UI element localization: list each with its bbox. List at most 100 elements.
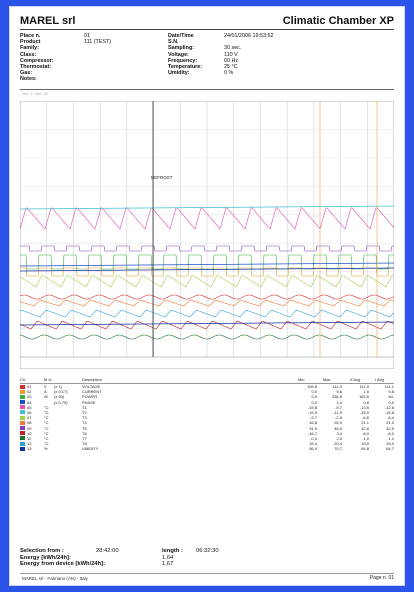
channel-iavg: -15,8 (384, 409, 394, 415)
channel-description: VOLTAGE (82, 384, 101, 389)
meta-label: Umidity: (168, 70, 190, 77)
channel-unit: °C (44, 420, 49, 426)
channel-iavg: 111,1 (384, 384, 394, 389)
channel-unit: V (44, 384, 47, 389)
channel-description: T1 (82, 404, 87, 410)
trend-trace (20, 267, 394, 277)
channel-iavg: 5,8 (388, 389, 394, 395)
meta-row: Compressor: (20, 58, 111, 64)
app-title: Climatic Chamber XP (282, 15, 394, 27)
selection-from-label: Selection from : (20, 548, 64, 554)
channel-min: 0,0 (311, 394, 317, 400)
channel-swatch (20, 389, 25, 394)
selection-length-value: 06:32:30 (196, 548, 219, 554)
channel-swatch (20, 436, 25, 441)
channel-number: 03 (27, 394, 32, 400)
meta-divider (20, 89, 394, 90)
channel-number: 11 (27, 435, 32, 441)
col-min: Min (298, 377, 305, 382)
meta-row: S.N. (168, 39, 273, 45)
meta-label: Product (20, 39, 41, 46)
legend-row: 04 (x 0,75) PHASE 0,0 1,0 0,6 0,0 (20, 400, 394, 405)
channel-swatch (20, 446, 25, 451)
col-iavg: I Avg (375, 377, 384, 382)
meta-label: Compressor: (20, 57, 54, 64)
legend-row: 01 V (x 1) VOLTAGE 109,8 112,3 111,0 111,1 (20, 384, 394, 389)
channel-max: 2,0 (336, 435, 342, 441)
channel-unit: W (44, 394, 48, 400)
meta-label: Date/Time (168, 33, 194, 39)
channel-max: -11,9 (333, 409, 342, 415)
footer-divider (20, 573, 394, 574)
channel-iavg: 0,0 (388, 399, 394, 405)
channel-max: 70,7 (334, 446, 342, 452)
channel-iavg: 1,1 (388, 435, 394, 441)
channel-number: 13 (27, 446, 32, 452)
channel-xavg: 1,0 (363, 435, 369, 441)
meta-left: Place n. 01 Product 111 (TEST) Family: Cla… (20, 33, 111, 83)
channel-xavg: 1,5 (363, 389, 369, 395)
channel-description: CURRENT (82, 389, 102, 395)
channel-unit: % (44, 446, 48, 452)
meta-value: 110 V (224, 51, 238, 58)
channel-unit: °C (44, 430, 49, 436)
meta-row: Family: (20, 45, 111, 51)
channel-xavg: -13,5 (359, 404, 369, 410)
channel-iavg: 21,0 (386, 420, 394, 426)
channel-description: POWER (82, 394, 98, 400)
channel-description: T4 (82, 420, 87, 426)
footer-company: MAREL srl - Fabriano (AN) - Italy (22, 576, 88, 581)
meta-label: Voltage: (168, 51, 189, 58)
legend-row: 12 °C T8 15,4 20,4 19,0 19,0 (20, 441, 394, 446)
trend-trace (20, 275, 394, 288)
channel-description: PHASE (82, 399, 96, 405)
meta-row: Date/Time 24/01/2006 19:53:52 (168, 33, 273, 39)
channel-number: 01 (27, 384, 32, 389)
legend-row: 10 °C T6 -16,7 3,4 -8,0 -8,0 (20, 431, 394, 436)
meta-row: Place n. 01 (20, 33, 111, 39)
channel-iavg: 64,7 (386, 446, 394, 452)
meta-value: 30 sec. (224, 45, 242, 52)
channel-min: -9,7 (310, 415, 317, 421)
channel-min: 56,4 (309, 446, 317, 452)
channel-number: 08 (27, 420, 32, 426)
meta-value: 111 (TEST) (84, 39, 112, 46)
header-divider (20, 29, 394, 30)
trend-trace (20, 334, 394, 340)
channel-iavg: 19,0 (386, 441, 394, 447)
channel-swatch (20, 410, 25, 415)
meta-row: Voltage: 110 V (168, 52, 273, 58)
trend-trace (20, 321, 394, 326)
col-ch: Ch. (20, 377, 27, 382)
channel-max: 336,8 (331, 394, 342, 400)
channel-multiplier: (x 0,17) (54, 389, 68, 395)
selection-row: Selection from : 28:42:00 length : 06:32:30 (20, 548, 219, 555)
channel-unit: °C (44, 409, 49, 415)
channel-max: 20,4 (334, 441, 342, 447)
channel-number: 12 (27, 441, 32, 447)
channel-swatch (20, 384, 25, 389)
trend-trace (20, 310, 394, 318)
meta-label: Sampling: (168, 45, 195, 52)
defrost-annotation: DEFROST (151, 175, 173, 180)
trend-trace (20, 262, 394, 267)
channel-max: -2,9 (335, 415, 342, 421)
legend-row: 02 A (x 0,17) CURRENT 0,0 5,6 1,5 5,8 (20, 389, 394, 394)
channel-number: 06 (27, 409, 32, 415)
meta-label: Gas: (20, 70, 32, 77)
meta-label: Temperature: (168, 64, 203, 71)
channel-xavg: 42,6 (361, 425, 369, 431)
meta-row: Class: (20, 52, 111, 58)
channel-min: 0,0 (311, 389, 317, 395)
meta-row: Frequency: 60 Hz (168, 58, 273, 64)
energy-row: Energy [kWh/24h]: 1,64 (20, 555, 219, 562)
meta-label: Frequency: (168, 57, 198, 64)
channel-xavg: 163,5 (358, 394, 369, 400)
trend-trace (20, 321, 394, 330)
meta-value: 60 Hz (224, 57, 239, 64)
col-xavg: X Avg (350, 377, 361, 382)
meta-row: Notes: (20, 76, 111, 82)
channel-max: 26,9 (334, 420, 342, 426)
channel-number: 05 (27, 404, 32, 410)
meta-row: Temperature: 25 °C (168, 64, 273, 70)
